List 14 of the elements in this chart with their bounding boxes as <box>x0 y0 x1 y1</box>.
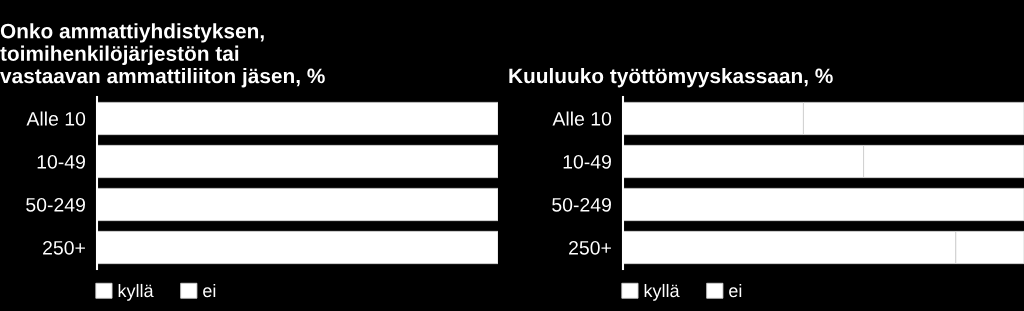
y-tick-label: Alle 10 <box>26 111 86 126</box>
y-tick-label: 250+ <box>43 240 85 255</box>
y-tick-label: 250+ <box>569 240 611 255</box>
chart-title: Kuuluuko työttömyyskassaan, % <box>509 68 833 88</box>
y-tick-label: 10-49 <box>563 154 611 169</box>
legend-label: kyllä <box>118 283 154 301</box>
legend-label: kyllä <box>644 283 680 301</box>
chart-title: Onko ammattiyhdistyksen, toimihenkilöjärjestön tai vastaavan ammattiliiton jäsen, % <box>0 23 325 88</box>
y-tick-label: 10-49 <box>37 154 85 169</box>
y-tick-label: 50-249 <box>552 197 611 212</box>
y-tick-label: 50-249 <box>26 197 85 212</box>
legend-label: ei <box>203 283 216 298</box>
y-tick-label: Alle 10 <box>552 111 612 126</box>
legend-label: ei <box>729 283 742 298</box>
